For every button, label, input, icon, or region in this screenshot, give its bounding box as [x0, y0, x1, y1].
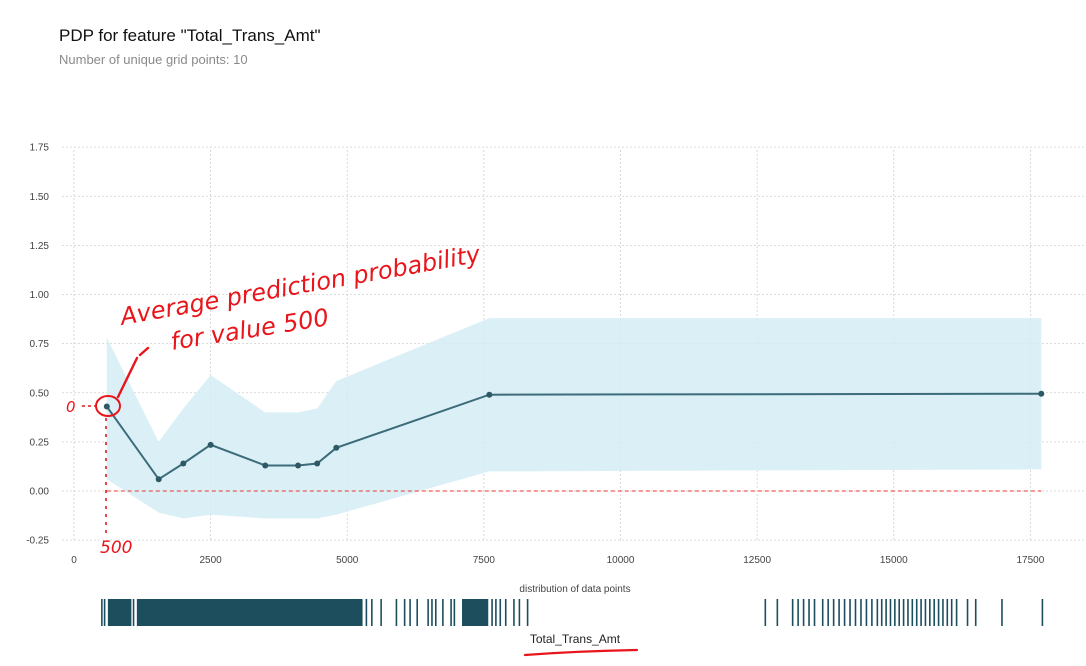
data-point — [262, 462, 269, 469]
y-tick-label: 0.25 — [30, 437, 50, 448]
data-point — [486, 391, 493, 398]
y-tick-label: 0.75 — [30, 339, 50, 350]
annotation-circle — [95, 395, 121, 417]
xlabel-underline — [523, 648, 639, 657]
data-point — [103, 403, 110, 410]
rug-dense-block — [107, 599, 132, 626]
rug-dense-block — [136, 599, 363, 626]
x-tick-label: 0 — [71, 555, 77, 566]
y-tick-label: -0.25 — [26, 536, 49, 547]
y-tick-labels: -0.25 0.00 0.25 0.50 0.75 1.00 1.25 1.50 1.75 — [26, 143, 49, 547]
x-tick-label: 17500 — [1016, 555, 1044, 566]
y-tick-label: 0.50 — [30, 388, 50, 399]
chart-title: PDP for feature "Total_Trans_Amt" — [59, 26, 321, 45]
x-axis-label: Total_Trans_Amt — [530, 632, 621, 646]
annotation-arrow — [116, 346, 150, 399]
rug-title: distribution of data points — [519, 584, 630, 595]
data-point — [155, 476, 162, 483]
y-tick-label: 1.25 — [30, 241, 50, 252]
data-point — [295, 462, 302, 469]
annotation-x-note: 500 — [100, 538, 132, 558]
pdp-series-line — [105, 392, 1042, 481]
y-tick-label: 1.50 — [30, 192, 50, 203]
x-tick-label: 7500 — [473, 555, 496, 566]
x-tick-labels: 0 2500 5000 7500 10000 12500 15000 17500 — [71, 555, 1044, 566]
data-point — [333, 444, 340, 451]
annotation-y-note: 0 — [66, 398, 76, 416]
chart-subtitle: Number of unique grid points: 10 — [59, 52, 248, 67]
x-tick-label: 12500 — [743, 555, 771, 566]
data-point — [180, 460, 187, 467]
data-point — [207, 441, 214, 448]
y-tick-label: 1.00 — [30, 290, 50, 301]
x-tick-label: 2500 — [200, 555, 223, 566]
x-tick-label: 15000 — [880, 555, 908, 566]
pdp-points — [103, 390, 1045, 483]
x-tick-label: 10000 — [607, 555, 635, 566]
data-point — [314, 460, 321, 467]
rug-dense-block — [462, 599, 489, 626]
data-distribution-rug — [101, 599, 1044, 626]
y-tick-label: 0.00 — [30, 487, 50, 498]
x-tick-label: 5000 — [336, 555, 359, 566]
y-tick-label: 1.75 — [30, 143, 50, 154]
confidence-band — [106, 318, 1042, 519]
data-point — [1038, 390, 1045, 397]
